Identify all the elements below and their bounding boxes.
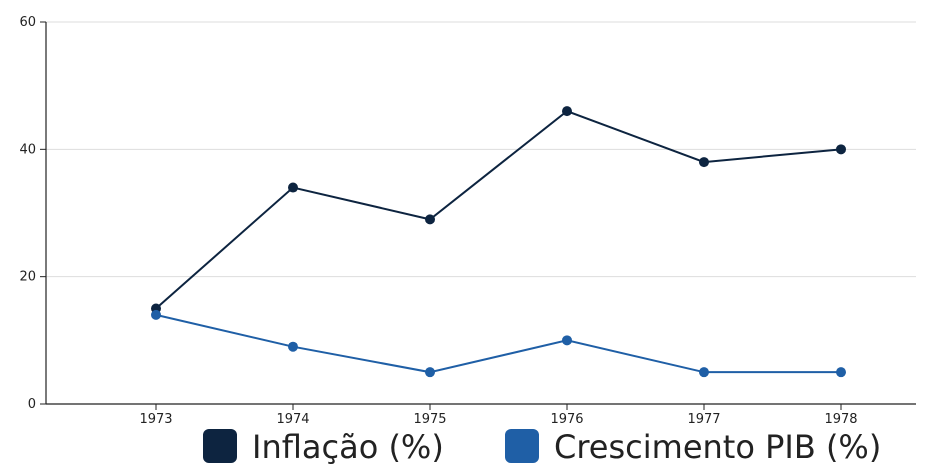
data-point-1-1976: [562, 335, 572, 346]
data-point-0-1974: [288, 182, 298, 193]
data-point-0-1977: [699, 157, 709, 168]
data-point-1-1973: [151, 309, 161, 320]
x-tick-label-1977: 1977: [687, 412, 720, 427]
y-axis-ticks: 0 20 40 60: [19, 15, 46, 412]
data-point-1-1977: [699, 367, 709, 378]
legend-swatch-0: [203, 429, 237, 463]
x-tick-label-1973: 1973: [139, 412, 172, 427]
y-tick-label-20: 20: [19, 270, 36, 285]
x-tick-label-1976: 1976: [550, 412, 583, 427]
y-tick-label-40: 40: [19, 142, 36, 157]
x-tick-label-1978: 1978: [824, 412, 857, 427]
y-tick-label-60: 60: [19, 15, 36, 30]
data-point-1-1975: [425, 367, 435, 378]
legend: Inflação (%) Crescimento PIB (%): [203, 428, 881, 466]
series-0: [151, 106, 846, 314]
series-line-0: [155, 110, 842, 310]
x-tick-label-1975: 1975: [413, 412, 446, 427]
series-group: [151, 106, 846, 378]
data-point-0-1976: [562, 106, 572, 117]
data-point-1-1974: [288, 341, 298, 352]
gridlines: [46, 21, 916, 278]
legend-label-0: Inflação (%): [252, 428, 444, 466]
data-point-0-1978: [836, 144, 846, 155]
x-axis-ticks: 1973 1974 1975 1976 1977 1978: [139, 404, 858, 427]
data-point-1-1978: [836, 367, 846, 378]
series-line-1: [155, 313, 841, 374]
legend-item-0[interactable]: Inflação (%): [203, 428, 444, 466]
legend-swatch-1: [505, 429, 539, 463]
legend-item-1[interactable]: Crescimento PIB (%): [505, 428, 881, 466]
data-point-0-1975: [425, 214, 435, 225]
legend-label-1: Crescimento PIB (%): [554, 428, 881, 466]
x-tick-label-1974: 1974: [276, 412, 309, 427]
y-tick-label-0: 0: [28, 397, 36, 412]
series-1: [151, 309, 846, 378]
